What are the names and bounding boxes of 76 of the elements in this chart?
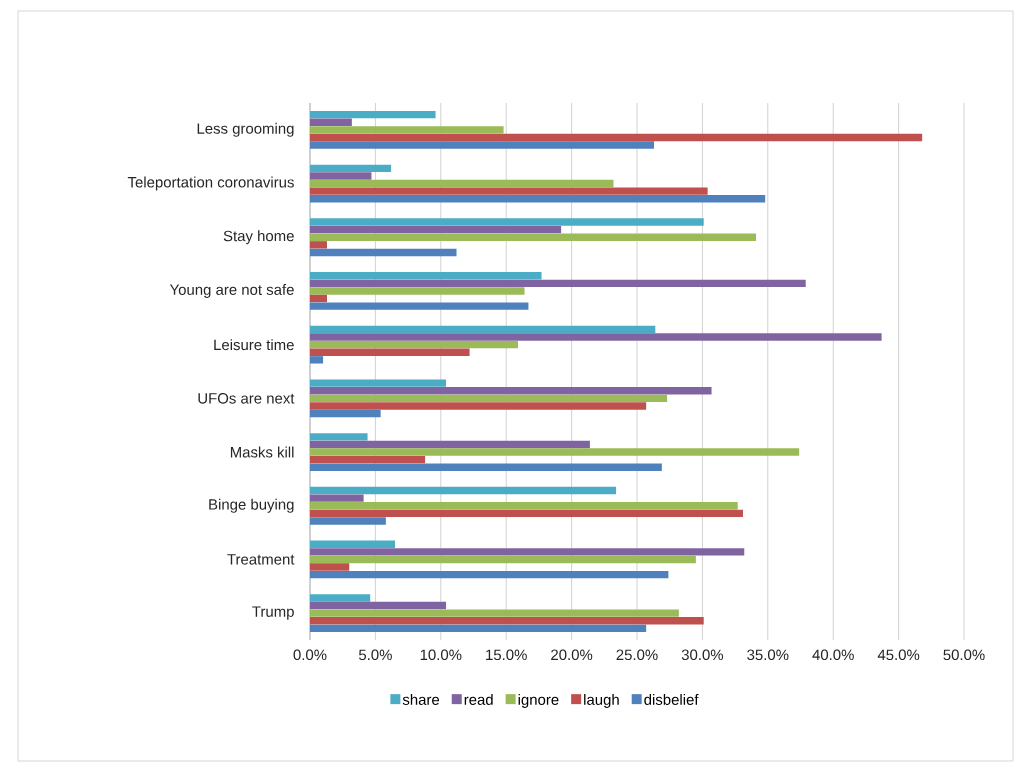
legend-label: disbelief [644,693,699,705]
y-tick-label: Treatment [227,554,295,565]
x-tick-label: 40.0% [812,649,854,661]
bar [310,356,324,364]
bar [310,509,743,518]
bar [310,570,669,579]
bar [310,172,372,180]
bar [310,164,392,173]
bar [310,325,656,334]
bar [310,110,436,119]
bar [310,463,662,471]
y-tick-label: Young are not safe [169,283,294,298]
x-tick-label: 35.0% [747,649,789,661]
bar [310,494,364,502]
x-tick-label: 15.0% [486,649,527,661]
bar [310,333,882,341]
x-tick-label: 25.0% [616,649,658,661]
bar [310,601,447,610]
bar [310,517,386,525]
bar [310,455,426,464]
bar [310,302,529,310]
bar [310,555,696,564]
bar [310,195,766,203]
bar [310,609,679,617]
bar [310,540,396,548]
y-tick-label: Leisure time [214,339,294,351]
bar [310,409,381,418]
y-tick-label: Trump [252,606,294,620]
bar [310,563,350,571]
bar [310,448,800,456]
y-tick-label: UFOs are next [198,393,295,404]
bar [310,141,655,149]
bar [310,486,617,495]
y-tick-label: Stay home [223,230,294,245]
bar [310,272,542,280]
x-tick-label: 30.0% [681,649,724,661]
x-tick-label: 10.0% [420,649,462,661]
bar [310,294,328,303]
bar [310,233,757,241]
x-tick-label: 0.0% [293,649,327,661]
bar [310,241,328,249]
y-tick-label: Masks kill [230,446,294,458]
bar [310,279,806,288]
bar [310,548,745,556]
bar [310,187,708,195]
bar [310,433,368,441]
y-tick-label: Teleportation coronavirus [127,176,294,191]
bar [310,218,704,226]
bar [310,118,352,126]
bar [310,394,668,403]
bar [310,594,371,602]
bar [310,248,457,257]
bar [310,379,447,387]
bar [310,617,704,625]
x-tick-label: 20.0% [551,649,593,661]
bar [310,402,647,410]
bar [310,387,712,395]
bar [310,440,590,449]
bar [310,348,470,356]
bar [310,225,562,234]
y-tick-label: Binge buying [209,498,294,513]
legend-label: read [464,693,493,705]
x-tick-label: 45.0% [877,649,920,661]
bar [310,502,738,510]
bar [310,179,614,188]
bar [310,126,504,134]
x-tick-label: 50.0% [943,649,985,661]
bar [310,133,923,142]
y-tick-label: Less grooming [197,122,294,137]
bar [310,624,647,633]
bar [310,340,518,349]
legend-label: share [402,693,440,705]
legend-label: laugh [584,693,619,708]
bar [310,287,525,295]
x-tick-label: 5.0% [358,649,392,661]
legend-label: ignore [518,693,559,708]
